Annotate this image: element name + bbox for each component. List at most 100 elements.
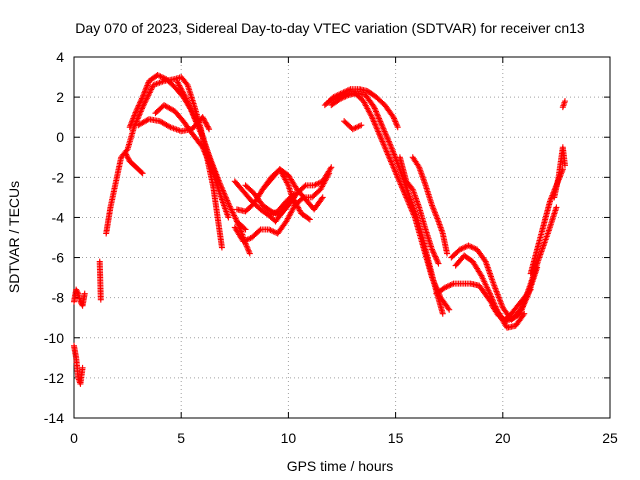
data-point [433, 256, 440, 263]
data-point [245, 247, 252, 254]
data-point [381, 144, 388, 151]
data-point [234, 219, 241, 226]
data-point [561, 162, 568, 169]
data-point [375, 128, 382, 135]
data-point [381, 128, 388, 135]
data-point [372, 107, 379, 114]
series-track-3 [96, 258, 104, 303]
data-point [191, 115, 198, 122]
data-point [443, 283, 450, 290]
data-point [203, 154, 210, 161]
data-point [202, 151, 209, 158]
data-point [374, 112, 381, 119]
data-point [351, 125, 358, 132]
data-point [375, 114, 382, 121]
data-point [189, 109, 196, 116]
x-tick-label: 20 [495, 430, 511, 446]
data-point [312, 181, 319, 188]
data-point [243, 241, 250, 248]
data-point [372, 122, 379, 129]
data-point [384, 135, 391, 142]
data-point [441, 284, 448, 291]
data-point [392, 168, 399, 175]
data-point [136, 101, 143, 108]
data-point [305, 215, 312, 222]
data-point [184, 98, 191, 105]
data-point [197, 129, 204, 136]
data-point [435, 260, 442, 267]
data-point [190, 112, 197, 119]
data-point [379, 138, 386, 145]
data-point [206, 126, 213, 133]
data-point [187, 105, 194, 112]
data-point [432, 254, 439, 261]
data-point [376, 117, 383, 124]
data-point [392, 118, 399, 125]
y-tick-label: -8 [52, 290, 65, 306]
data-point [183, 95, 190, 102]
data-point [197, 128, 204, 135]
data-point [316, 179, 323, 186]
y-tick-label: -4 [52, 209, 65, 225]
data-point [434, 257, 441, 264]
data-point [346, 86, 353, 93]
data-point [385, 137, 392, 144]
data-point [488, 294, 495, 301]
data-point [206, 161, 213, 168]
data-point [137, 99, 144, 106]
data-point [202, 119, 209, 126]
x-tick-label: 5 [177, 430, 185, 446]
data-point [218, 244, 225, 251]
data-point [382, 131, 389, 138]
data-point [376, 132, 383, 139]
data-point [465, 242, 472, 249]
data-point [267, 227, 274, 234]
data-point [202, 149, 209, 156]
series-track-20 [341, 118, 365, 133]
data-point [369, 114, 376, 121]
data-point [458, 245, 465, 252]
data-point [434, 259, 441, 266]
data-point [429, 246, 436, 253]
data-point [244, 244, 251, 251]
data-point [394, 122, 401, 129]
data-point [124, 154, 131, 161]
data-point [203, 152, 210, 159]
data-point [272, 210, 279, 217]
data-point [139, 170, 146, 177]
data-point [205, 158, 212, 165]
data-point [138, 95, 145, 102]
data-point [184, 99, 191, 106]
plot-frame [73, 56, 611, 419]
data-point [389, 162, 396, 169]
data-point [387, 141, 394, 148]
data-point [237, 225, 244, 232]
chart-title: Day 070 of 2023, Sidereal Day-to-day VTE… [75, 20, 585, 36]
data-point [311, 182, 318, 189]
series-track-14 [259, 166, 326, 213]
data-point [200, 115, 207, 122]
data-point [73, 286, 80, 293]
data-point [160, 74, 167, 81]
series-track-21 [396, 154, 442, 267]
y-tick-label: -6 [52, 250, 65, 266]
data-point [526, 287, 533, 294]
data-point [326, 98, 333, 105]
data-point [199, 114, 206, 121]
data-point [439, 310, 446, 317]
data-point [243, 243, 250, 250]
data-point [381, 142, 388, 149]
data-point [461, 244, 468, 251]
data-point [553, 204, 560, 211]
data-point [306, 216, 313, 223]
series-track-16 [233, 218, 253, 257]
data-point [194, 122, 201, 129]
data-point [376, 115, 383, 122]
data-point [200, 147, 207, 154]
data-point [386, 139, 393, 146]
data-point [449, 281, 456, 288]
data-point [336, 96, 343, 103]
x-tick-label: 10 [281, 430, 297, 446]
data-point [338, 95, 345, 102]
data-point [138, 96, 145, 103]
